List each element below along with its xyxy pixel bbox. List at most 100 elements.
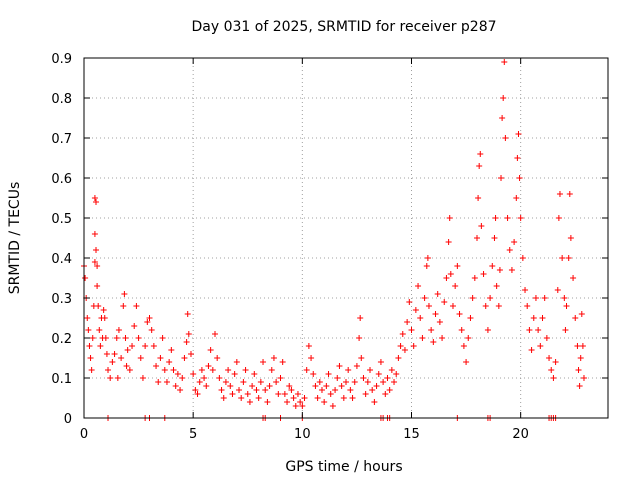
- data-point: [168, 347, 175, 353]
- y-tick-label: 0.2: [51, 332, 72, 347]
- data-point: [480, 271, 487, 277]
- data-point: [353, 363, 360, 369]
- data-point: [554, 287, 561, 293]
- data-point: [113, 335, 120, 341]
- data-point: [275, 391, 282, 397]
- data-point: [362, 391, 369, 397]
- data-point: [308, 355, 315, 361]
- data-point: [122, 335, 129, 341]
- data-point: [220, 395, 227, 401]
- data-point: [539, 315, 546, 321]
- data-point: [565, 255, 572, 261]
- data-point: [155, 379, 162, 385]
- data-point: [388, 367, 395, 373]
- data-point: [318, 387, 325, 393]
- data-point: [111, 351, 118, 357]
- data-point: [82, 275, 89, 281]
- plot-frame: [83, 57, 609, 419]
- x-axis-title: GPS time / hours: [285, 459, 402, 475]
- data-point: [273, 379, 280, 385]
- data-point: [506, 247, 513, 253]
- data-point: [419, 335, 426, 341]
- data-point: [133, 303, 140, 309]
- data-point: [501, 59, 508, 65]
- data-point: [439, 335, 446, 341]
- data-point: [153, 363, 160, 369]
- data-point: [194, 391, 201, 397]
- data-point: [447, 271, 454, 277]
- data-point: [404, 319, 411, 325]
- data-point: [86, 343, 93, 349]
- data-point: [91, 259, 98, 265]
- data-point: [338, 383, 345, 389]
- data-point: [163, 379, 170, 385]
- data-point: [299, 403, 306, 409]
- data-point: [150, 343, 157, 349]
- data-point: [246, 399, 253, 405]
- data-point: [574, 343, 581, 349]
- data-point: [343, 379, 349, 385]
- data-point: [562, 327, 569, 333]
- axis-ticks: [83, 57, 608, 419]
- data-point: [449, 303, 456, 309]
- y-tick-label: 0.3: [51, 292, 72, 307]
- data-point: [424, 255, 431, 261]
- data-point: [139, 375, 146, 381]
- y-tick-label: 0.1: [51, 372, 72, 387]
- x-tick-label: 10: [294, 427, 311, 442]
- data-point: [477, 151, 484, 157]
- data-point: [504, 215, 511, 221]
- data-point: [491, 235, 498, 241]
- data-point: [492, 215, 499, 221]
- data-point: [572, 315, 579, 321]
- data-point: [209, 367, 216, 373]
- data-point: [415, 283, 422, 289]
- data-point: [205, 363, 212, 369]
- series-SRMTID: [81, 59, 587, 409]
- data-point: [487, 295, 494, 301]
- x-tick-labels: 0 5 10 15 20: [80, 427, 529, 442]
- data-point: [563, 303, 570, 309]
- data-point: [198, 367, 205, 373]
- data-point: [95, 303, 102, 309]
- data-point: [184, 311, 191, 317]
- data-point: [103, 351, 110, 357]
- data-point: [467, 315, 474, 321]
- data-point: [434, 291, 441, 297]
- y-tick-label: 0.8: [51, 92, 72, 107]
- data-point: [452, 283, 459, 289]
- data-point: [496, 267, 503, 273]
- data-point: [264, 399, 271, 405]
- data-point: [93, 247, 100, 253]
- data-point: [528, 347, 535, 353]
- data-point: [255, 395, 262, 401]
- y-tick-label: 0.6: [51, 172, 72, 187]
- data-point: [575, 367, 582, 373]
- data-point: [161, 367, 168, 373]
- data-point: [159, 335, 166, 341]
- x-tick-label: 15: [403, 427, 420, 442]
- data-point: [229, 391, 236, 397]
- data-point: [567, 235, 574, 241]
- data-point: [157, 355, 164, 361]
- data-point: [236, 387, 243, 393]
- y-tick-label: 0.7: [51, 132, 72, 147]
- data-point: [97, 343, 104, 349]
- data-point: [177, 387, 184, 393]
- data-point: [397, 343, 404, 349]
- data-point: [84, 315, 91, 321]
- data-point: [530, 315, 537, 321]
- data-point: [96, 327, 103, 333]
- data-point: [268, 367, 275, 373]
- data-point: [561, 295, 568, 301]
- data-point: [351, 379, 358, 385]
- data-point: [227, 383, 234, 389]
- data-point: [310, 371, 317, 377]
- data-point: [249, 383, 256, 389]
- data-point: [207, 347, 214, 353]
- data-point: [233, 359, 240, 365]
- data-point: [469, 295, 476, 301]
- data-point: [126, 367, 133, 373]
- data-point: [478, 223, 485, 229]
